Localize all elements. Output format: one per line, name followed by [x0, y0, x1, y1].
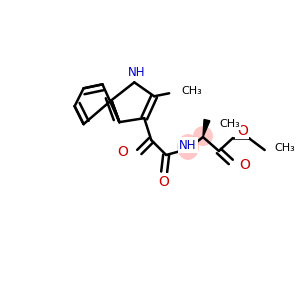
Text: O: O — [239, 158, 250, 172]
Text: CH₃: CH₃ — [181, 86, 202, 96]
Text: O: O — [237, 124, 248, 138]
Ellipse shape — [193, 126, 213, 146]
Text: CH₃: CH₃ — [219, 119, 240, 129]
Text: NH: NH — [128, 66, 145, 79]
Text: CH₃: CH₃ — [274, 143, 296, 153]
Ellipse shape — [177, 134, 199, 160]
Text: NH: NH — [179, 139, 197, 152]
Text: O: O — [118, 145, 128, 159]
Text: O: O — [159, 175, 170, 189]
Polygon shape — [203, 119, 210, 137]
